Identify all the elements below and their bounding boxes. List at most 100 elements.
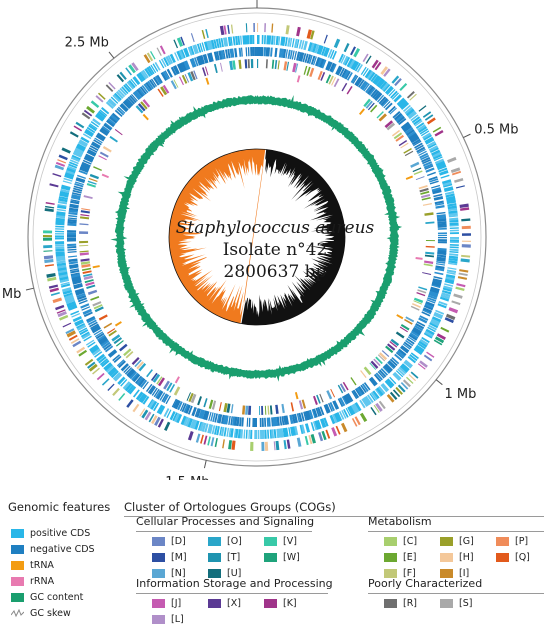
feature-block xyxy=(263,35,267,45)
cog-label: [N] xyxy=(171,568,186,579)
feature-block xyxy=(350,377,357,386)
feature-block xyxy=(414,120,423,127)
feature-block xyxy=(449,219,459,223)
feature-block xyxy=(148,413,155,423)
feature-block xyxy=(370,376,378,386)
feature-block xyxy=(90,324,100,332)
feature-block xyxy=(416,292,426,297)
feature-block xyxy=(227,24,230,34)
feature-block xyxy=(84,154,94,161)
feature-block xyxy=(406,91,415,99)
feature-block xyxy=(383,84,391,93)
feature-block xyxy=(377,79,386,88)
feature-block xyxy=(84,129,94,138)
feature-block xyxy=(254,417,257,428)
feature-block xyxy=(415,323,425,330)
inner-scale-circle xyxy=(32,12,482,462)
feature-block xyxy=(386,394,395,403)
feature-block xyxy=(112,372,121,380)
feature-block xyxy=(111,334,121,342)
feature-block xyxy=(83,195,93,199)
feature-block xyxy=(206,40,212,51)
feature-block xyxy=(79,216,90,220)
feature-block xyxy=(88,363,98,372)
feature-block xyxy=(109,135,118,143)
feature-block xyxy=(75,121,85,129)
feature-block xyxy=(67,217,77,220)
feature-block xyxy=(418,105,427,112)
feature-block xyxy=(433,339,443,346)
feature-block xyxy=(344,70,351,80)
feature-block xyxy=(461,240,471,242)
feature-block xyxy=(319,393,324,403)
cog-label: [T] xyxy=(227,552,241,563)
feature-block xyxy=(185,47,190,57)
feature-block xyxy=(169,411,176,421)
feature-block xyxy=(97,336,107,344)
feature-block xyxy=(261,417,264,427)
feature-block xyxy=(187,431,194,441)
feature-block xyxy=(374,76,382,86)
feature-block xyxy=(300,412,305,422)
feature-block xyxy=(271,23,274,33)
feature-block xyxy=(90,296,100,301)
feature-block xyxy=(418,340,428,348)
feature-block xyxy=(138,87,146,96)
cog-title: Cluster of Ortologues Groups (COGs) xyxy=(124,500,336,514)
feature-block xyxy=(90,323,99,330)
feature-block xyxy=(396,97,406,107)
feature-block xyxy=(203,398,208,408)
feature-block xyxy=(339,397,346,407)
feature-block xyxy=(406,376,414,384)
feature-block xyxy=(93,139,102,146)
feature-block xyxy=(374,61,382,71)
feature-block xyxy=(313,395,318,405)
feature-block xyxy=(93,304,103,310)
cog-title-divider xyxy=(124,516,544,517)
feature-block xyxy=(213,51,218,61)
feature-block xyxy=(153,402,160,412)
feature-block xyxy=(58,198,68,203)
feature-block xyxy=(420,193,431,199)
cog-label: [U] xyxy=(227,568,242,579)
feature-block xyxy=(67,238,77,242)
feature-block xyxy=(75,290,85,296)
feature-block xyxy=(55,230,65,233)
feature-block xyxy=(391,129,401,137)
feature-block xyxy=(117,376,126,385)
feature-block xyxy=(257,23,259,33)
feature-block xyxy=(391,357,400,365)
feature-block xyxy=(331,50,337,60)
feature-block xyxy=(49,287,59,293)
feature-block xyxy=(421,336,430,344)
feature-block xyxy=(205,28,209,39)
feature-block xyxy=(64,294,74,300)
feature-block xyxy=(79,252,89,256)
feature-block xyxy=(99,151,109,158)
feature-block xyxy=(158,59,165,69)
information-divider xyxy=(136,593,328,594)
feature-block xyxy=(386,378,395,387)
feature-block xyxy=(335,65,342,75)
feature-block xyxy=(65,298,75,305)
feature-block xyxy=(281,403,285,414)
feature-block xyxy=(402,123,412,132)
feature-block xyxy=(50,291,60,296)
feature-block xyxy=(55,246,65,250)
feature-block xyxy=(264,405,267,415)
feature-block xyxy=(409,332,419,340)
feature-block xyxy=(356,387,364,397)
feature-block xyxy=(425,251,435,255)
feature-block xyxy=(398,140,408,147)
feature-block xyxy=(230,36,233,46)
feature-block xyxy=(95,134,105,142)
feature-block xyxy=(273,441,276,451)
feature-block xyxy=(350,74,358,84)
feature-block xyxy=(56,208,66,212)
feature-block xyxy=(348,59,356,69)
feature-block xyxy=(428,176,438,181)
feature-block xyxy=(89,145,99,151)
feature-block xyxy=(277,60,280,70)
feature-block xyxy=(426,117,436,125)
gc-content-track xyxy=(110,94,403,382)
